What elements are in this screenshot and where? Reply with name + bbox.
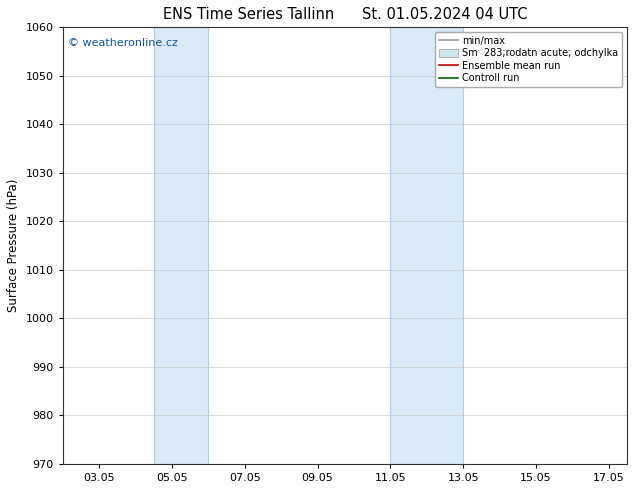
- Bar: [153, 27, 209, 464]
- Y-axis label: Surface Pressure (hPa): Surface Pressure (hPa): [7, 179, 20, 312]
- Title: ENS Time Series Tallinn      St. 01.05.2024 04 UTC: ENS Time Series Tallinn St. 01.05.2024 0…: [162, 7, 527, 22]
- Legend: min/max, Sm  283;rodatn acute; odchylka, Ensemble mean run, Controll run: min/max, Sm 283;rodatn acute; odchylka, …: [435, 32, 622, 87]
- Bar: [391, 27, 463, 464]
- Text: © weatheronline.cz: © weatheronline.cz: [68, 38, 178, 48]
